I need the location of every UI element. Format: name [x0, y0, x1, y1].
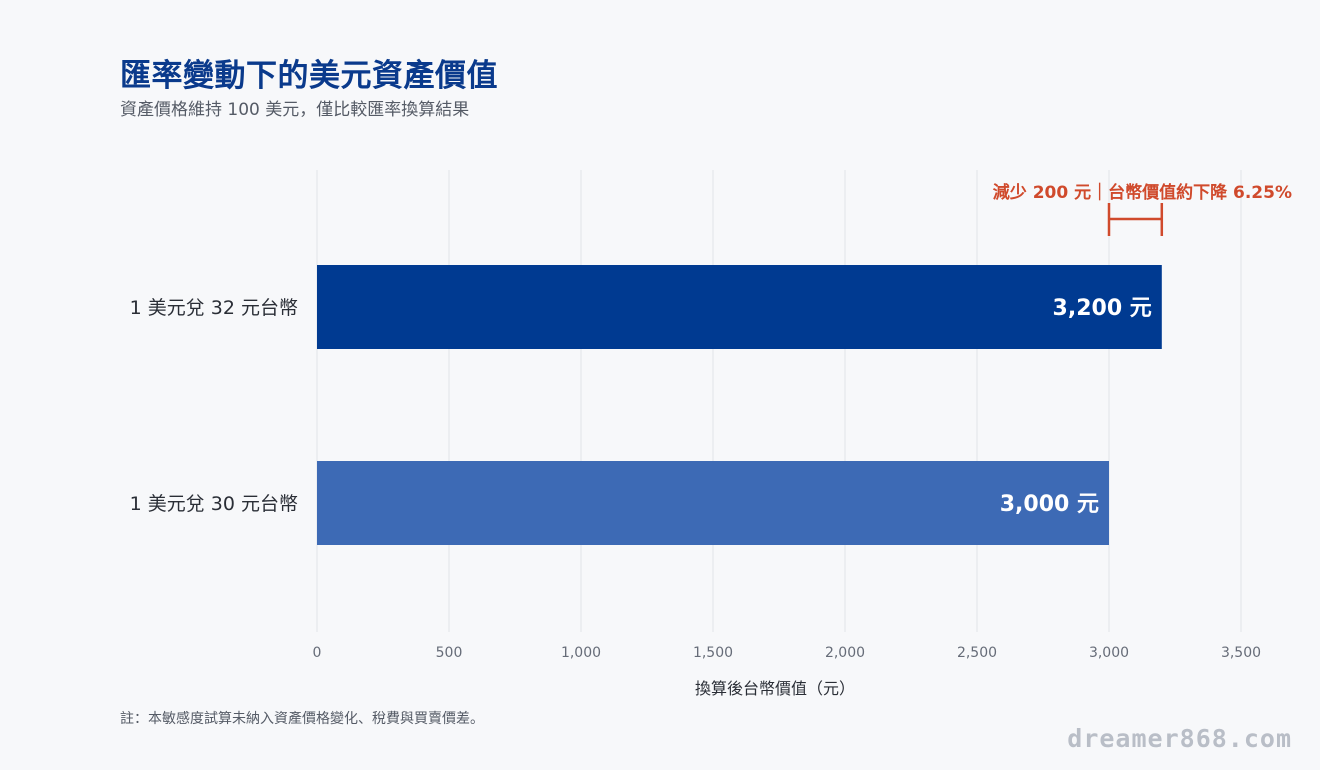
chart-subtitle: 資產價格維持 100 美元，僅比較匯率換算結果: [120, 100, 470, 120]
x-tick-label: 3,000: [1089, 645, 1129, 661]
x-tick-label: 0: [313, 645, 322, 661]
watermark: dreamer868.com: [1067, 724, 1292, 753]
x-axis-ticks: 0 500 1,000 1,500 2,000 2,500 3,000 3,500: [313, 645, 1262, 661]
bar: [317, 461, 1109, 545]
difference-annotation-text: 減少 200 元｜台幣價值約下降 6.25%: [993, 182, 1292, 203]
category-label: 1 美元兌 30 元台幣: [130, 493, 298, 515]
chart-title: 匯率變動下的美元資產價值: [120, 58, 498, 94]
x-tick-label: 500: [436, 645, 463, 661]
category-labels: 1 美元兌 32 元台幣 1 美元兌 30 元台幣: [130, 297, 298, 515]
x-tick-label: 1,000: [561, 645, 601, 661]
x-tick-label: 3,500: [1221, 645, 1261, 661]
difference-annotation: 減少 200 元｜台幣價值約下降 6.25%: [993, 182, 1292, 236]
footnote: 註：本敏感度試算未納入資產價格變化、稅費與買賣價差。: [120, 711, 484, 727]
x-tick-label: 2,000: [825, 645, 865, 661]
bar: [317, 265, 1162, 349]
bars: 3,200 元 3,000 元: [317, 265, 1162, 545]
bar-value-label: 3,000 元: [1000, 492, 1099, 517]
x-tick-label: 2,500: [957, 645, 997, 661]
bar-value-label: 3,200 元: [1053, 296, 1152, 321]
gridlines: [316, 170, 1242, 632]
category-label: 1 美元兌 32 元台幣: [130, 297, 298, 319]
x-tick-label: 1,500: [693, 645, 733, 661]
x-axis-label: 換算後台幣價值（元）: [695, 679, 855, 698]
